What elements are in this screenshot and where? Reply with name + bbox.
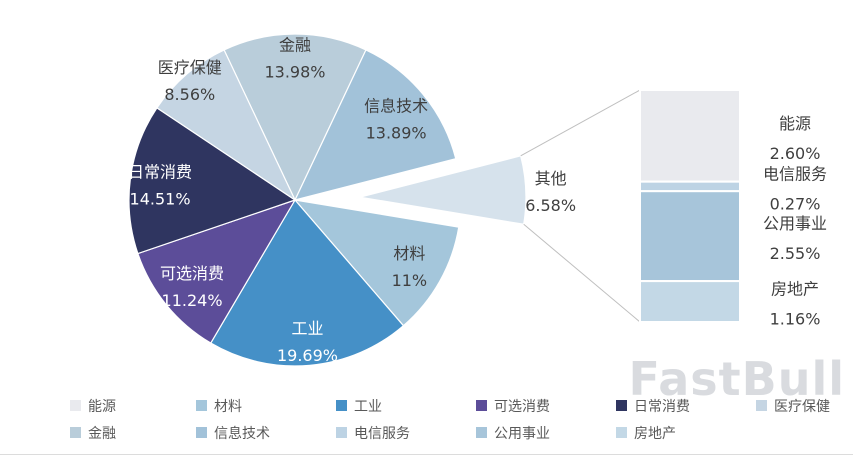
slice-value: 11%	[392, 271, 428, 290]
legend-item[interactable]: 医疗保健	[756, 396, 853, 416]
bar-segment-value: 2.60%	[770, 144, 821, 163]
legend-swatch-icon	[336, 400, 347, 411]
slice-name: 医疗保健	[158, 58, 222, 77]
pie-slice-2[interactable]	[359, 155, 527, 225]
bar-segment-0[interactable]	[639, 89, 741, 183]
bar-segment-name: 房地产	[771, 280, 819, 299]
bar-segment-value: 1.16%	[770, 310, 821, 329]
legend-item[interactable]: 日常消费	[616, 396, 756, 416]
slice-name: 可选消费	[160, 264, 224, 283]
legend-label: 能源	[88, 398, 116, 415]
legend-swatch-icon	[756, 400, 767, 411]
legend-swatch-icon	[70, 400, 81, 411]
legend-label: 材料	[214, 398, 242, 415]
legend-item[interactable]: 工业	[336, 396, 476, 416]
pie-slice-0[interactable]	[223, 33, 367, 202]
legend-label: 电信服务	[354, 425, 410, 442]
pie-slice-5[interactable]	[137, 198, 297, 344]
bar-segment-name: 公用事业	[763, 214, 827, 233]
legend-label: 工业	[354, 398, 382, 415]
slice-name: 金融	[279, 36, 311, 55]
slice-value: 13.98%	[264, 63, 325, 82]
legend-swatch-icon	[196, 400, 207, 411]
pie-slice-1[interactable]	[293, 49, 457, 201]
slice-name: 工业	[291, 319, 323, 338]
legend-item[interactable]: 能源	[70, 396, 196, 416]
legend-item[interactable]: 公用事业	[476, 423, 616, 443]
callout-line-bottom	[523, 223, 641, 323]
slice-value: 19.69%	[277, 346, 338, 365]
legend-label: 公用事业	[494, 425, 550, 442]
legend-swatch-icon	[616, 400, 627, 411]
bar-segment-value: 2.55%	[770, 244, 821, 263]
bar-segment-1[interactable]	[639, 180, 741, 193]
bar-segment-name: 能源	[779, 114, 811, 133]
bar-segment-name: 电信服务	[763, 164, 827, 183]
legend-item[interactable]: 金融	[70, 423, 196, 443]
legend-row-0: 能源 材料 工业 可选消费 日常消费 医疗保健	[70, 392, 853, 419]
pie-slice-4[interactable]	[209, 198, 405, 367]
legend-swatch-icon	[476, 400, 487, 411]
legend-label: 房地产	[634, 425, 676, 442]
legend-label: 医疗保健	[774, 398, 830, 415]
legend-swatch-icon	[616, 427, 627, 438]
legend-item[interactable]: 信息技术	[196, 423, 336, 443]
legend-swatch-icon	[336, 427, 347, 438]
legend-label: 日常消费	[634, 398, 690, 415]
slice-value: 6.58%	[525, 196, 576, 215]
slice-name: 材料	[393, 244, 425, 263]
legend-item[interactable]: 材料	[196, 396, 336, 416]
pie-slice-7[interactable]	[156, 49, 297, 202]
legend-row-1: 金融 信息技术 电信服务 公用事业 房地产	[70, 419, 853, 446]
callout-line-top	[520, 89, 641, 157]
slice-value: 8.56%	[164, 85, 215, 104]
slice-name: 其他	[535, 169, 567, 188]
slice-value: 14.51%	[130, 189, 191, 208]
legend-swatch-icon	[476, 427, 487, 438]
legend-swatch-icon	[70, 427, 81, 438]
pie-slice-3[interactable]	[293, 199, 460, 327]
legend-label: 金融	[88, 425, 116, 442]
slice-name: 日常消费	[128, 162, 192, 181]
legend-item[interactable]: 房地产	[616, 423, 756, 443]
legend: 能源 材料 工业 可选消费 日常消费 医疗保健金融 信息技术 电信服务 公用事业 房地产	[70, 392, 853, 446]
slice-name: 信息技术	[364, 96, 428, 115]
legend-label: 可选消费	[494, 398, 550, 415]
legend-item[interactable]: 可选消费	[476, 396, 616, 416]
bar-segment-3[interactable]	[639, 280, 741, 324]
pie-slice-6[interactable]	[128, 107, 297, 255]
bar-segment-2[interactable]	[639, 190, 741, 283]
legend-label: 信息技术	[214, 425, 270, 442]
slice-value: 11.24%	[162, 291, 223, 310]
slice-value: 13.89%	[366, 123, 427, 142]
bar-segment-value: 0.27%	[770, 194, 821, 213]
legend-swatch-icon	[196, 427, 207, 438]
legend-item[interactable]: 电信服务	[336, 423, 476, 443]
